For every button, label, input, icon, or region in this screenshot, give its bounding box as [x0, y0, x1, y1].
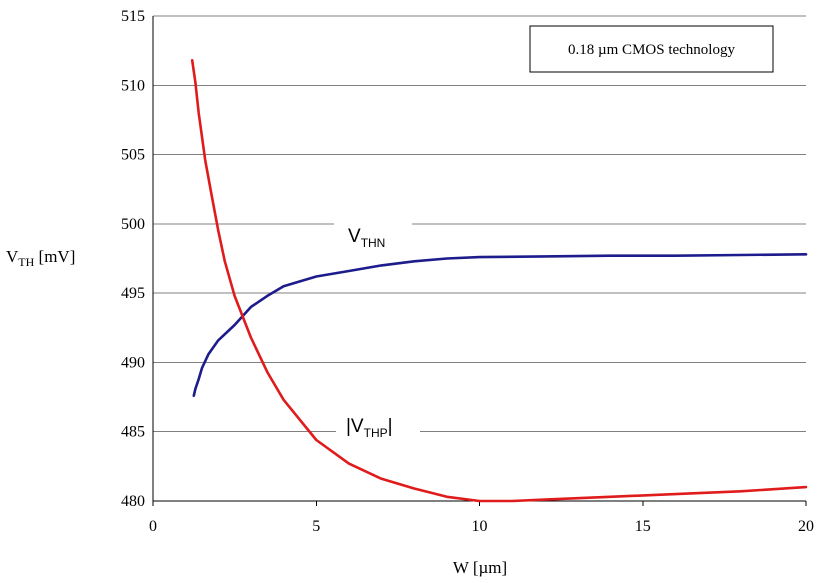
gridlines [153, 15, 806, 433]
series-line-vthn [192, 253, 808, 398]
y-tick-label: 485 [121, 424, 145, 441]
x-tick-label: 0 [149, 518, 157, 535]
y-tick-label: 505 [121, 147, 145, 164]
y-tick-label: 480 [121, 493, 145, 510]
y-tick-label: 500 [121, 216, 145, 233]
y-tick-label: 495 [121, 285, 145, 302]
y-tick-label: 490 [121, 354, 145, 371]
annotation-text: 0.18 µm CMOS technology [568, 42, 735, 58]
series-label-thp: |VTHP| [346, 416, 393, 440]
y-tick-label: 515 [121, 8, 145, 25]
y-axis-label: VTH [mV] [6, 247, 75, 269]
x-axis-label: W [µm] [453, 558, 507, 577]
x-tick-label: 15 [635, 518, 651, 535]
y-tick-label: 510 [121, 77, 145, 94]
series-line-vthp [190, 58, 808, 503]
x-tick-labels: 0 5 10 15 20 [149, 518, 814, 535]
series-lines [190, 58, 808, 503]
x-tick-label: 5 [312, 518, 320, 535]
axes [152, 16, 807, 506]
annotation-box [529, 25, 774, 73]
series-label-thn: VTHN [348, 226, 385, 250]
x-tick-label: 20 [798, 518, 814, 535]
series-label-bg-thp [336, 409, 420, 439]
y-tick-labels: 480 485 490 495 500 505 510 515 [121, 8, 145, 510]
x-tick-label: 10 [472, 518, 488, 535]
series-label-bg-thn [334, 218, 412, 248]
